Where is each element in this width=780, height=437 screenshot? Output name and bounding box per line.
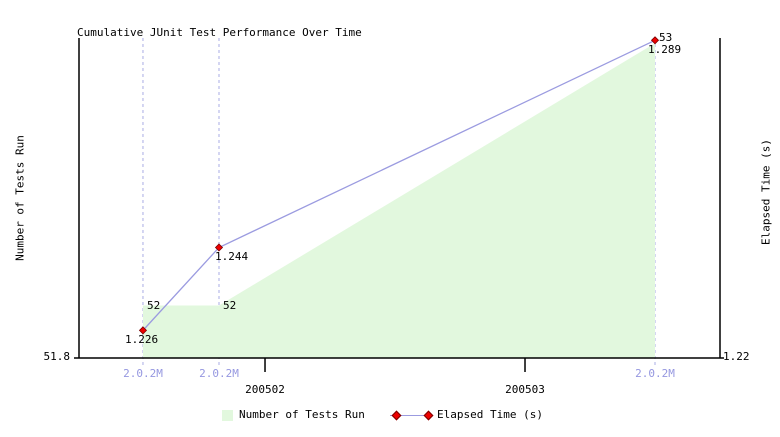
legend-area-label: Number of Tests Run [239,408,365,421]
legend-area-swatch-icon [222,410,233,421]
month-tick-label: 200503 [505,383,545,396]
build-version-tick-label: 2.0.2M [199,367,239,380]
legend: Number of Tests Run Elapsed Time (s) [0,400,780,430]
tests-value-label: 53 [659,31,673,45]
legend-diamond-icon [391,410,402,421]
build-version-tick-label: 2.0.2M [123,367,163,380]
elapsed-marker-diamond [650,36,660,45]
legend-diamond-icon [423,410,434,421]
right-axis-min-tick-label: 1.22 [723,350,750,363]
tests-value-label: 52 [222,298,237,312]
elapsed-marker-diamond [138,326,148,335]
left-axis-min-tick-label: 51.8 [43,350,71,363]
tests-area-series [142,43,656,358]
legend-line-sample-icon [390,415,432,416]
tests-value-label: 52 [146,298,161,312]
elapsed-value-label: 1.244 [214,250,249,264]
elapsed-value-label: 1.289 [648,43,682,57]
elapsed-marker-diamond [214,243,224,252]
legend-line-label: Elapsed Time (s) [437,408,543,421]
chart-title: Cumulative JUnit Test Performance Over T… [77,26,362,39]
elapsed-value-label: 1.226 [124,333,159,347]
month-tick-label: 200502 [245,383,285,396]
build-version-tick-label: 2.0.2M [635,367,675,380]
